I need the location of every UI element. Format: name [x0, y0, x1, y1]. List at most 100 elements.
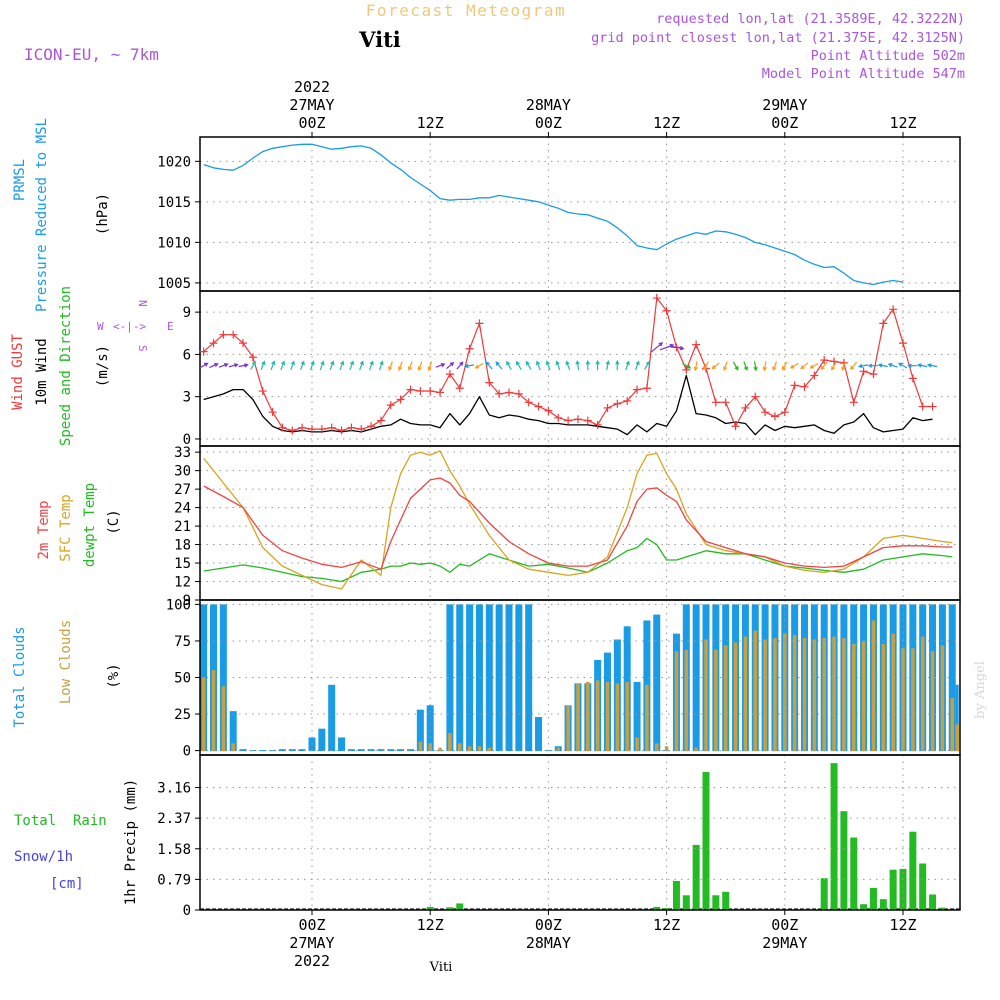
low-cloud-bar	[556, 747, 560, 752]
rain-bar	[919, 863, 927, 909]
gust-marker	[219, 330, 228, 339]
low-cloud-bar	[822, 638, 826, 752]
rain-bar	[840, 811, 848, 909]
low-cloud-bar	[753, 630, 757, 752]
bottom-time-label: 12Z	[417, 916, 444, 934]
wind-direction-arrow	[595, 359, 600, 371]
rain-bar	[850, 837, 858, 909]
total-cloud-bar	[446, 604, 454, 752]
total-cloud-bar	[535, 716, 543, 752]
wind-direction-arrow	[378, 360, 384, 371]
model-label: ICON-EU, ~ 7km	[24, 45, 159, 64]
y-tick-label: 9	[183, 305, 191, 321]
low-cloud-bar	[832, 636, 836, 752]
low-cloud-bar	[871, 620, 876, 752]
low-cloud-bar	[743, 636, 748, 752]
gust-marker	[573, 415, 582, 424]
gust-marker	[554, 413, 563, 422]
gust-marker	[229, 330, 238, 339]
top-time-label: 00Z	[771, 114, 798, 132]
y-tick-label: 18	[174, 538, 191, 554]
gust-marker	[889, 305, 898, 314]
total-cloud-bar	[948, 604, 956, 752]
rain-bar	[929, 894, 937, 909]
low-cloud-bar	[861, 640, 866, 752]
wind-direction-arrow	[199, 362, 209, 369]
low-cloud-bar	[438, 747, 442, 752]
compass-east: E	[167, 320, 174, 333]
wind-direction-arrow	[926, 363, 938, 368]
gust-marker	[317, 425, 326, 434]
rain-bar	[692, 844, 700, 909]
y-tick-label: 12	[174, 575, 191, 591]
wind-direction-arrow	[388, 361, 393, 372]
credit-watermark: by Angel	[973, 661, 988, 719]
gust-marker	[899, 339, 907, 348]
total-cloud-bar	[475, 604, 483, 752]
location-title: Viti	[358, 27, 401, 52]
low-cloud-bar	[763, 639, 767, 752]
wind-direction-arrow	[711, 362, 720, 370]
bottom-time-label: 2022	[294, 952, 330, 970]
wind-direction-arrow	[772, 361, 778, 372]
compass-arrow: <-|->	[113, 320, 146, 333]
gust-marker	[800, 382, 809, 391]
wind-direction-arrow	[565, 360, 571, 371]
low-cloud-bar	[920, 636, 925, 752]
wind-direction-arrow	[887, 363, 898, 368]
compass-rose: W E <-|-> N S	[97, 300, 174, 352]
wind-direction-arrow	[615, 359, 620, 371]
gust-marker	[849, 398, 858, 407]
wind-direction-arrow	[693, 361, 699, 372]
y-tick-label: 0.79	[157, 872, 191, 888]
wind-direction-arrow	[280, 360, 286, 371]
temp-panel-labels: 2m Temp SFC Temp dewpt Temp (C)	[36, 483, 122, 567]
wind-direction-arrow	[238, 363, 249, 368]
total-cloud-bar	[525, 604, 533, 752]
y-tick-label: 1005	[157, 276, 191, 292]
rain-bar	[830, 763, 838, 909]
wind-direction-arrow	[651, 342, 664, 353]
bottom-time-label: 12Z	[889, 916, 916, 934]
y-tick-label: 9	[183, 593, 191, 609]
wind-direction-arrow	[435, 363, 446, 368]
grid-point-coords: grid point closest lon,lat (21.375E, 42.…	[591, 30, 965, 46]
gust-marker	[731, 422, 740, 431]
total-cloud-bar	[955, 684, 959, 752]
low-cloud-bar	[674, 651, 679, 752]
top-time-label: 2022	[294, 78, 330, 96]
wind-direction-arrow	[762, 361, 767, 372]
low-cloud-bar	[595, 680, 600, 752]
rain-bar	[889, 869, 897, 909]
low-cloud-bar	[566, 705, 570, 752]
rain-bar	[663, 908, 671, 910]
total-cloud-bar	[328, 684, 336, 752]
wind-direction-arrow	[820, 361, 828, 371]
gust-marker	[386, 401, 395, 410]
wind-direction-arrow	[644, 360, 650, 370]
wind-direction-arrow	[898, 362, 908, 369]
sfc-temp-line	[203, 450, 953, 590]
low-cloud-bar	[635, 737, 639, 752]
total-cloud-bar	[407, 749, 414, 752]
gust-marker	[564, 416, 573, 425]
requested-coords: requested lon,lat (21.3589E, 42.3222N)	[656, 11, 965, 27]
low-cloud-bar	[842, 638, 846, 752]
wind-direction-arrow	[515, 360, 522, 370]
wind-panel-labels: Wind GUST 10m Wind Speed and Direction (…	[10, 286, 174, 446]
rain-bar	[879, 899, 887, 909]
pressure-label-desc: Pressure Reduced to MSL	[34, 118, 50, 312]
gust-marker	[642, 384, 651, 393]
wind-direction-arrow	[407, 361, 413, 372]
low-cloud-bar	[704, 639, 708, 752]
low-cloud-bar	[615, 683, 620, 752]
total-cloud-bar	[633, 681, 641, 752]
total-cloud-bar	[387, 749, 395, 752]
gust-marker	[268, 408, 277, 417]
wind-direction-arrow	[427, 361, 433, 372]
wind-direction-arrow	[525, 360, 532, 370]
gust-marker	[239, 339, 248, 348]
wind-direction-arrow	[857, 363, 869, 369]
